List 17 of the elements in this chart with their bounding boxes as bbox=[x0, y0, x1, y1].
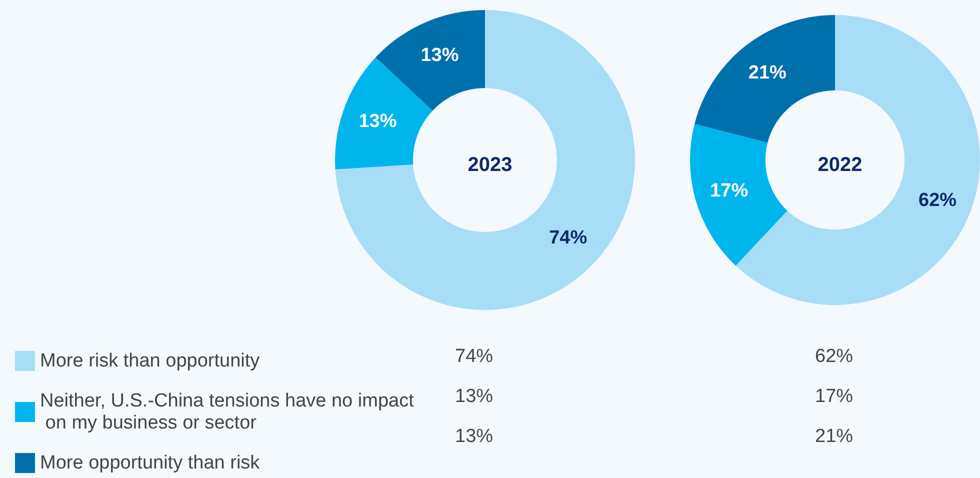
text: 17% bbox=[815, 386, 854, 407]
legend-label: Neither, U.S.-China tensions have no impact on my business or sector bbox=[40, 390, 415, 434]
data-label: 13% bbox=[358, 110, 397, 132]
data-label: 21% bbox=[748, 62, 787, 84]
legend-label: More risk than opportunity bbox=[40, 350, 260, 372]
text: 74% bbox=[549, 228, 588, 249]
text: 13% bbox=[455, 426, 494, 447]
data-label: 62% bbox=[815, 346, 854, 367]
text: 21% bbox=[815, 426, 854, 447]
slice-label: 2023 bbox=[468, 154, 512, 176]
data-label: 74% bbox=[455, 346, 494, 367]
text: 62% bbox=[918, 190, 957, 212]
data-label: 17% bbox=[710, 180, 748, 202]
slice-label: 2022 bbox=[818, 154, 862, 176]
legend-label: More opportunity than risk bbox=[40, 452, 260, 474]
data-label: 13% bbox=[420, 44, 459, 66]
text: 13% bbox=[455, 386, 494, 407]
